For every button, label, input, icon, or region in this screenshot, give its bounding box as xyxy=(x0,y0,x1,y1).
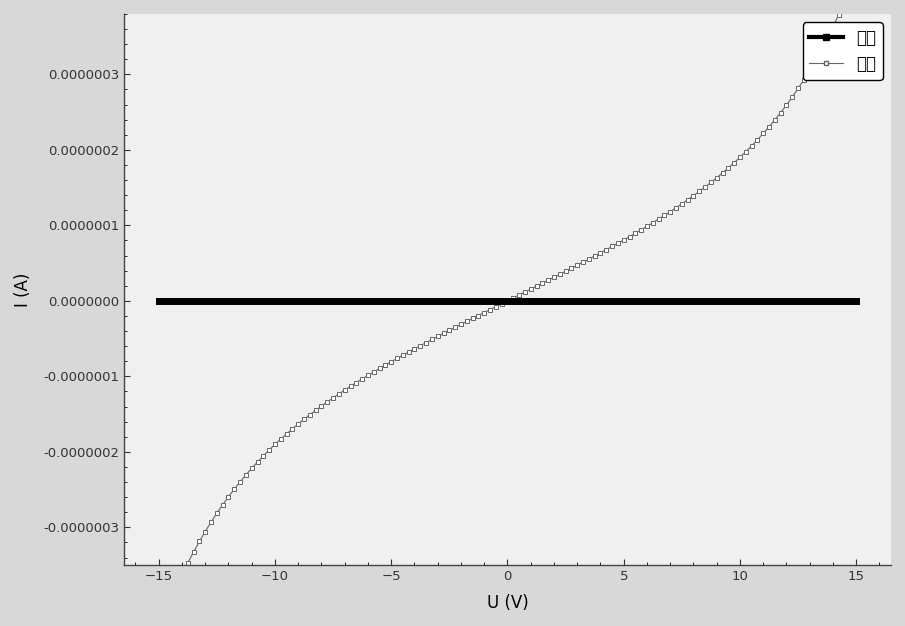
光照 xyxy=(316,403,327,410)
暗态 xyxy=(450,297,461,305)
暗态 xyxy=(316,297,327,305)
X-axis label: U (V): U (V) xyxy=(487,594,529,612)
Legend: 暗态, 光照: 暗态, 光照 xyxy=(803,22,882,80)
光照 xyxy=(223,493,233,501)
光照 xyxy=(805,66,815,74)
暗态 xyxy=(153,297,164,305)
暗态 xyxy=(589,297,600,305)
暗态 xyxy=(805,297,815,305)
暗态 xyxy=(223,297,233,305)
Line: 光照: 光照 xyxy=(157,0,859,626)
暗态 xyxy=(851,297,862,305)
光照 xyxy=(450,324,461,331)
暗态 xyxy=(624,297,635,305)
光照 xyxy=(624,233,635,240)
光照 xyxy=(589,252,600,260)
Y-axis label: I (A): I (A) xyxy=(14,272,32,307)
